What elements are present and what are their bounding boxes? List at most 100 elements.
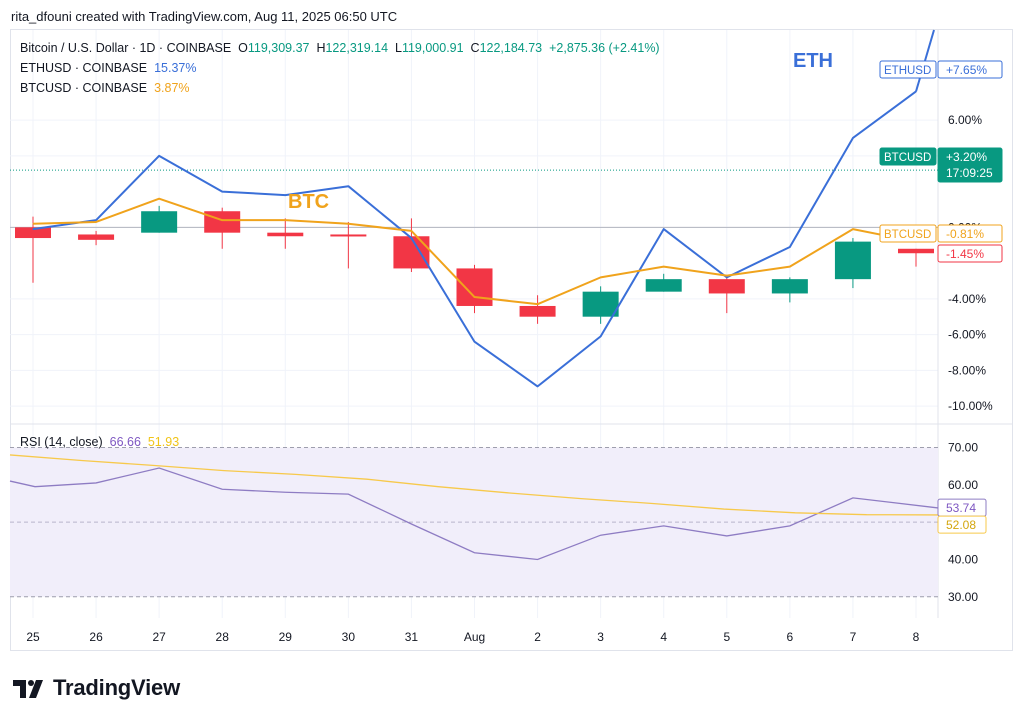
legend-ethusd[interactable]: ETHUSD · COINBASE 15.37% <box>20 61 196 75</box>
price-tick-label: 6.00% <box>948 113 982 127</box>
price-tick-label: -6.00% <box>948 328 986 342</box>
rsi-tick-label: 60.00 <box>948 478 978 492</box>
candle-body <box>15 227 51 239</box>
series-point-ethusd <box>726 276 728 278</box>
series-point-btcusd <box>852 228 854 230</box>
candle-body <box>519 305 556 317</box>
x-tick-label: 31 <box>405 630 419 644</box>
series-point-btcusd <box>410 230 412 232</box>
series-point-btcusd <box>726 275 728 277</box>
x-tick-label: 2 <box>534 630 541 644</box>
series-point-btcusd <box>789 266 791 268</box>
series-point-btcusd <box>95 221 97 223</box>
series-point-btcusd <box>474 296 475 298</box>
legend-rsi-value: 66.66 <box>109 435 141 449</box>
series-point-ethusd <box>852 137 854 139</box>
tag-value: -0.81% <box>946 227 984 241</box>
candle <box>519 295 556 324</box>
rsi-ma-line <box>9 454 939 516</box>
candle-body <box>267 232 304 237</box>
series-point-btcusd <box>600 276 602 278</box>
tag-name-box <box>879 224 937 243</box>
legend-main: Bitcoin / U.S. Dollar · 1D · COINBASE O1… <box>20 41 660 55</box>
x-tick-label: 26 <box>89 630 103 644</box>
candle <box>645 273 682 292</box>
legend-close-value: 122,184.73 <box>479 41 543 55</box>
series-point-ethusd <box>158 155 160 157</box>
candle <box>78 230 115 246</box>
last-value-tag: BTCUSD +3.20% 17:09:25 <box>879 147 1003 183</box>
candle <box>141 205 178 233</box>
candle-body <box>456 268 493 306</box>
series-point-ethusd <box>32 228 34 230</box>
x-tick-label: 3 <box>597 630 604 644</box>
tag-name: ETHUSD <box>884 65 931 77</box>
candle-body <box>834 241 871 280</box>
legend-btcusd[interactable]: BTCUSD · COINBASE 3.87% <box>20 81 190 95</box>
series-point-btcusd <box>663 266 665 268</box>
legend-symbol: Bitcoin / U.S. Dollar · 1D · COINBASE <box>20 41 232 55</box>
candle-body <box>330 234 367 237</box>
series-point-btcusd <box>347 223 349 225</box>
last-value-tag: -1.45% <box>937 244 1003 263</box>
tag-value-box <box>937 224 1003 243</box>
candle <box>15 216 51 283</box>
price-tick-label: -10.00% <box>948 399 993 413</box>
x-tick-label: 27 <box>152 630 166 644</box>
x-tick-label: 29 <box>279 630 293 644</box>
tag-name: BTCUSD <box>884 152 931 164</box>
tradingview-logo[interactable]: TradingView <box>13 675 180 701</box>
price-tick-label: -4.00% <box>948 292 986 306</box>
rsi-line <box>9 467 939 561</box>
series-point-ethusd <box>600 335 602 337</box>
tag-value-box <box>937 60 1003 79</box>
candle-body <box>645 279 682 292</box>
legend-rsi-ma-value: 51.93 <box>147 435 180 449</box>
candle <box>771 277 808 303</box>
candle-body <box>771 279 808 294</box>
tradingview-wordmark: TradingView <box>53 675 180 700</box>
legend-high-key: H <box>316 41 326 55</box>
x-tick-label: Aug <box>464 630 485 644</box>
x-tick-label: 25 <box>26 630 40 644</box>
series-point-btcusd <box>221 219 223 221</box>
series-point-btcusd <box>32 223 34 225</box>
legend-open-key: O <box>238 41 248 55</box>
x-tick-label: 7 <box>850 630 857 644</box>
rsi-last-tag: 53.74 <box>937 498 987 517</box>
legend-rsi[interactable]: RSI (14, close) 66.66 51.93 <box>20 435 179 449</box>
legend-btcusd-value: 3.87% <box>154 81 190 95</box>
legend-change: +2,875.36 (+2.41%) <box>549 41 660 55</box>
series-point-ethusd <box>347 185 349 187</box>
rsi-tick-label: 40.00 <box>948 552 978 566</box>
candle <box>204 207 241 249</box>
tag-name-box <box>879 60 937 79</box>
legend-low-value: 119,000.91 <box>401 41 464 55</box>
candle-body <box>141 211 178 233</box>
tradingview-logo-icon <box>13 680 43 698</box>
candle <box>898 248 934 267</box>
candle-body <box>898 248 934 254</box>
candle <box>834 238 871 289</box>
legend-high-value: 122,319.14 <box>325 41 389 55</box>
last-value-tag: ETHUSD +7.65% <box>879 60 1003 79</box>
annotation-btc: BTC <box>288 191 329 213</box>
tag-value-box <box>937 244 1003 263</box>
annotation-eth: ETH <box>793 50 833 72</box>
rsi-tag-value: 53.74 <box>946 501 976 515</box>
series-point-ethusd <box>789 246 791 248</box>
rsi-tick-label: 30.00 <box>948 590 978 604</box>
legend-open-value: 119,309.37 <box>247 41 310 55</box>
tag-name-box <box>879 147 937 166</box>
candle-body <box>393 236 430 269</box>
price-tick-label: -8.00% <box>948 363 986 377</box>
candle <box>267 218 304 249</box>
x-tick-label: 4 <box>660 630 667 644</box>
legend-rsi-label: RSI (14, close) <box>20 435 103 449</box>
series-point-ethusd <box>284 194 286 196</box>
legend-ethusd-value: 15.37% <box>154 61 197 75</box>
candle-body <box>204 211 241 233</box>
tag-countdown: 17:09:25 <box>946 166 993 180</box>
x-tick-label: 8 <box>913 630 920 644</box>
